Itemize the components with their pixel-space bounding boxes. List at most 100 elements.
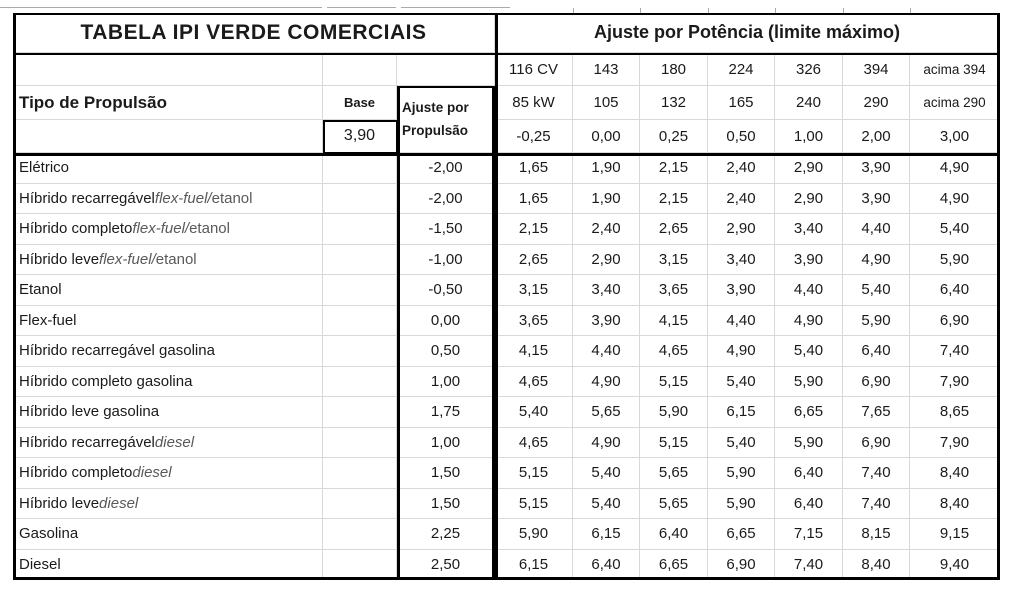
power-value-cell[interactable]: 6,40 — [843, 336, 910, 367]
power-cv-cell[interactable]: 116 CV — [495, 53, 573, 86]
power-value-cell[interactable]: 7,90 — [910, 366, 1000, 397]
power-adjust-cell[interactable]: 0,00 — [573, 120, 640, 153]
power-value-cell[interactable]: 6,40 — [910, 275, 1000, 306]
spacer-cell[interactable] — [323, 336, 397, 367]
power-adjust-cell[interactable]: 0,25 — [640, 120, 708, 153]
power-value-cell[interactable]: 3,40 — [708, 244, 775, 275]
row-label-cell[interactable]: Híbrido recarregável gasolina — [13, 336, 323, 367]
power-value-cell[interactable]: 4,15 — [495, 336, 573, 367]
power-value-cell[interactable]: 4,90 — [910, 183, 1000, 214]
row-label-cell[interactable]: Elétrico — [13, 153, 323, 184]
power-value-cell[interactable]: 6,65 — [708, 519, 775, 550]
propulsion-adjust-cell[interactable]: -1,00 — [397, 244, 495, 275]
power-value-cell[interactable]: 5,90 — [708, 458, 775, 489]
power-value-cell[interactable]: 5,65 — [573, 397, 640, 428]
power-value-cell[interactable]: 3,90 — [843, 153, 910, 184]
power-value-cell[interactable]: 4,40 — [708, 305, 775, 336]
power-value-cell[interactable]: 4,90 — [573, 366, 640, 397]
power-value-cell[interactable]: 8,40 — [910, 488, 1000, 519]
spacer-cell[interactable] — [323, 305, 397, 336]
propulsion-adjust-cell[interactable]: 1,75 — [397, 397, 495, 428]
power-value-cell[interactable]: 6,40 — [775, 458, 843, 489]
power-value-cell[interactable]: 7,40 — [843, 458, 910, 489]
power-value-cell[interactable]: 5,90 — [910, 244, 1000, 275]
row-label-cell[interactable]: Flex-fuel — [13, 305, 323, 336]
power-value-cell[interactable]: 2,90 — [775, 183, 843, 214]
power-value-cell[interactable]: 3,40 — [775, 214, 843, 245]
power-value-cell[interactable]: 5,15 — [640, 427, 708, 458]
propulsion-adjust-cell[interactable]: 0,50 — [397, 336, 495, 367]
power-value-cell[interactable]: 5,65 — [640, 458, 708, 489]
propulsion-adjust-cell[interactable]: -1,50 — [397, 214, 495, 245]
propulsion-adjust-cell[interactable]: -0,50 — [397, 275, 495, 306]
power-kw-cell[interactable]: 290 — [843, 86, 910, 120]
spacer-cell[interactable] — [323, 153, 397, 184]
power-value-cell[interactable]: 5,90 — [843, 305, 910, 336]
power-value-cell[interactable]: 4,65 — [495, 427, 573, 458]
power-kw-cell[interactable]: 85 kW — [495, 86, 573, 120]
power-adjust-cell[interactable]: 2,00 — [843, 120, 910, 153]
propulsion-adjust-cell[interactable]: 1,50 — [397, 458, 495, 489]
power-value-cell[interactable]: 9,40 — [910, 549, 1000, 580]
power-value-cell[interactable]: 5,90 — [775, 366, 843, 397]
power-adjust-title-cell[interactable]: Ajuste por Potência (limite máximo) — [495, 13, 1000, 53]
power-value-cell[interactable]: 4,15 — [640, 305, 708, 336]
spacer-cell[interactable] — [323, 214, 397, 245]
empty-cell[interactable] — [13, 53, 323, 86]
power-value-cell[interactable]: 6,40 — [775, 488, 843, 519]
power-value-cell[interactable]: 2,15 — [640, 183, 708, 214]
power-value-cell[interactable]: 7,40 — [910, 336, 1000, 367]
power-value-cell[interactable]: 5,15 — [495, 458, 573, 489]
row-label-cell[interactable]: Híbrido completo flex-fuel/etanol — [13, 214, 323, 245]
power-adjust-cell[interactable]: 3,00 — [910, 120, 1000, 153]
table-title-cell[interactable]: TABELA IPI VERDE COMERCIAIS — [13, 13, 495, 53]
row-label-cell[interactable]: Híbrido recarregável flex-fuel/ etanol — [13, 183, 323, 214]
power-value-cell[interactable]: 2,40 — [708, 153, 775, 184]
power-value-cell[interactable]: 4,90 — [910, 153, 1000, 184]
propulsion-adjust-cell[interactable]: 0,00 — [397, 305, 495, 336]
power-cv-cell[interactable]: 394 — [843, 53, 910, 86]
power-value-cell[interactable]: 2,15 — [495, 214, 573, 245]
power-kw-cell[interactable]: 165 — [708, 86, 775, 120]
power-value-cell[interactable]: 3,90 — [573, 305, 640, 336]
spacer-cell[interactable] — [323, 244, 397, 275]
power-value-cell[interactable]: 7,15 — [775, 519, 843, 550]
power-value-cell[interactable]: 6,15 — [708, 397, 775, 428]
row-label-cell[interactable]: Híbrido leve gasolina — [13, 397, 323, 428]
power-value-cell[interactable]: 5,40 — [573, 488, 640, 519]
power-value-cell[interactable]: 4,90 — [573, 427, 640, 458]
power-value-cell[interactable]: 5,65 — [640, 488, 708, 519]
spacer-cell[interactable] — [323, 275, 397, 306]
power-value-cell[interactable]: 4,90 — [843, 244, 910, 275]
power-value-cell[interactable]: 4,40 — [775, 275, 843, 306]
power-value-cell[interactable]: 3,90 — [708, 275, 775, 306]
power-kw-cell[interactable]: 105 — [573, 86, 640, 120]
power-cv-cell[interactable]: acima 394 — [910, 53, 1000, 86]
power-value-cell[interactable]: 6,90 — [843, 366, 910, 397]
power-value-cell[interactable]: 2,90 — [573, 244, 640, 275]
propulsion-type-header-cell[interactable]: Tipo de Propulsão — [13, 86, 323, 120]
power-value-cell[interactable]: 4,65 — [495, 366, 573, 397]
propulsion-adjust-cell[interactable]: -2,00 — [397, 153, 495, 184]
row-label-cell[interactable]: Híbrido leve flex-fuel/ etanol — [13, 244, 323, 275]
power-cv-cell[interactable]: 180 — [640, 53, 708, 86]
power-value-cell[interactable]: 7,40 — [843, 488, 910, 519]
adjust-by-propulsion-header-cell[interactable]: Ajuste por Propulsão — [397, 86, 495, 153]
power-value-cell[interactable]: 6,90 — [843, 427, 910, 458]
power-cv-cell[interactable]: 224 — [708, 53, 775, 86]
propulsion-adjust-cell[interactable]: 1,50 — [397, 488, 495, 519]
spacer-cell[interactable] — [323, 488, 397, 519]
power-kw-cell[interactable]: 132 — [640, 86, 708, 120]
empty-cell[interactable] — [13, 120, 323, 153]
power-value-cell[interactable]: 2,65 — [640, 214, 708, 245]
power-value-cell[interactable]: 9,15 — [910, 519, 1000, 550]
power-value-cell[interactable]: 6,40 — [573, 549, 640, 580]
row-label-cell[interactable]: Híbrido leve diesel — [13, 488, 323, 519]
power-value-cell[interactable]: 5,40 — [708, 427, 775, 458]
spacer-cell[interactable] — [323, 366, 397, 397]
propulsion-adjust-cell[interactable]: 2,25 — [397, 519, 495, 550]
power-value-cell[interactable]: 5,40 — [910, 214, 1000, 245]
power-value-cell[interactable]: 2,65 — [495, 244, 573, 275]
power-value-cell[interactable]: 8,40 — [843, 549, 910, 580]
propulsion-adjust-cell[interactable]: 2,50 — [397, 549, 495, 580]
